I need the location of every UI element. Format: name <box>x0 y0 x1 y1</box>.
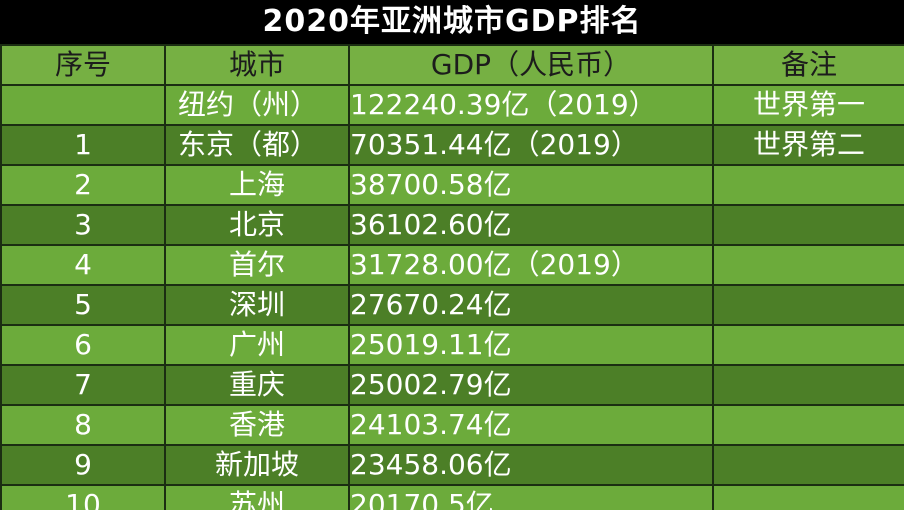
rank-cell: 6 <box>0 324 166 366</box>
gdp-cell: 23458.06亿 <box>348 444 714 486</box>
table-header-row: 序号 城市 GDP（人民币） 备注 <box>0 44 904 86</box>
city-cell: 新加坡 <box>164 444 350 486</box>
gdp-cell: 38700.58亿 <box>348 164 714 206</box>
rank-cell: 7 <box>0 364 166 406</box>
header-note: 备注 <box>712 44 904 86</box>
note-cell <box>712 444 904 486</box>
gdp-ranking-table: 序号 城市 GDP（人民币） 备注 纽约（州） 122240.39亿（2019）… <box>0 44 904 510</box>
table-row: 1 东京（都） 70351.44亿（2019） 世界第二 <box>0 124 904 166</box>
rank-cell: 4 <box>0 244 166 286</box>
rank-cell: 5 <box>0 284 166 326</box>
gdp-cell: 25019.11亿 <box>348 324 714 366</box>
city-cell: 纽约（州） <box>164 84 350 126</box>
note-cell <box>712 164 904 206</box>
city-cell: 重庆 <box>164 364 350 406</box>
table-row: 6 广州 25019.11亿 <box>0 324 904 366</box>
table-row: 3 北京 36102.60亿 <box>0 204 904 246</box>
gdp-cell: 24103.74亿 <box>348 404 714 446</box>
city-cell: 北京 <box>164 204 350 246</box>
gdp-cell: 31728.00亿（2019） <box>348 244 714 286</box>
gdp-cell: 27670.24亿 <box>348 284 714 326</box>
city-cell: 深圳 <box>164 284 350 326</box>
note-cell: 世界第一 <box>712 84 904 126</box>
rank-cell: 8 <box>0 404 166 446</box>
city-cell: 东京（都） <box>164 124 350 166</box>
gdp-cell: 36102.60亿 <box>348 204 714 246</box>
table-row: 纽约（州） 122240.39亿（2019） 世界第一 <box>0 84 904 126</box>
gdp-cell: 70351.44亿（2019） <box>348 124 714 166</box>
note-cell <box>712 244 904 286</box>
table-row: 4 首尔 31728.00亿（2019） <box>0 244 904 286</box>
header-gdp: GDP（人民币） <box>348 44 714 86</box>
rank-cell: 2 <box>0 164 166 206</box>
gdp-cell: 122240.39亿（2019） <box>348 84 714 126</box>
rank-cell: 3 <box>0 204 166 246</box>
table-row: 8 香港 24103.74亿 <box>0 404 904 446</box>
page-title: 2020年亚洲城市GDP排名 <box>0 0 904 44</box>
note-cell <box>712 204 904 246</box>
rank-cell <box>0 84 166 126</box>
table-row: 2 上海 38700.58亿 <box>0 164 904 206</box>
city-cell: 上海 <box>164 164 350 206</box>
table-row: 7 重庆 25002.79亿 <box>0 364 904 406</box>
city-cell: 香港 <box>164 404 350 446</box>
note-cell <box>712 404 904 446</box>
city-cell: 广州 <box>164 324 350 366</box>
rank-cell: 9 <box>0 444 166 486</box>
note-cell <box>712 364 904 406</box>
header-rank: 序号 <box>0 44 166 86</box>
rank-cell: 10 <box>0 484 166 510</box>
city-cell: 首尔 <box>164 244 350 286</box>
table-row: 5 深圳 27670.24亿 <box>0 284 904 326</box>
note-cell <box>712 324 904 366</box>
note-cell: 世界第二 <box>712 124 904 166</box>
city-cell: 苏州 <box>164 484 350 510</box>
rank-cell: 1 <box>0 124 166 166</box>
gdp-cell: 20170.5亿 <box>348 484 714 510</box>
table-row: 9 新加坡 23458.06亿 <box>0 444 904 486</box>
header-city: 城市 <box>164 44 350 86</box>
note-cell <box>712 484 904 510</box>
gdp-cell: 25002.79亿 <box>348 364 714 406</box>
note-cell <box>712 284 904 326</box>
table-row: 10 苏州 20170.5亿 <box>0 484 904 510</box>
